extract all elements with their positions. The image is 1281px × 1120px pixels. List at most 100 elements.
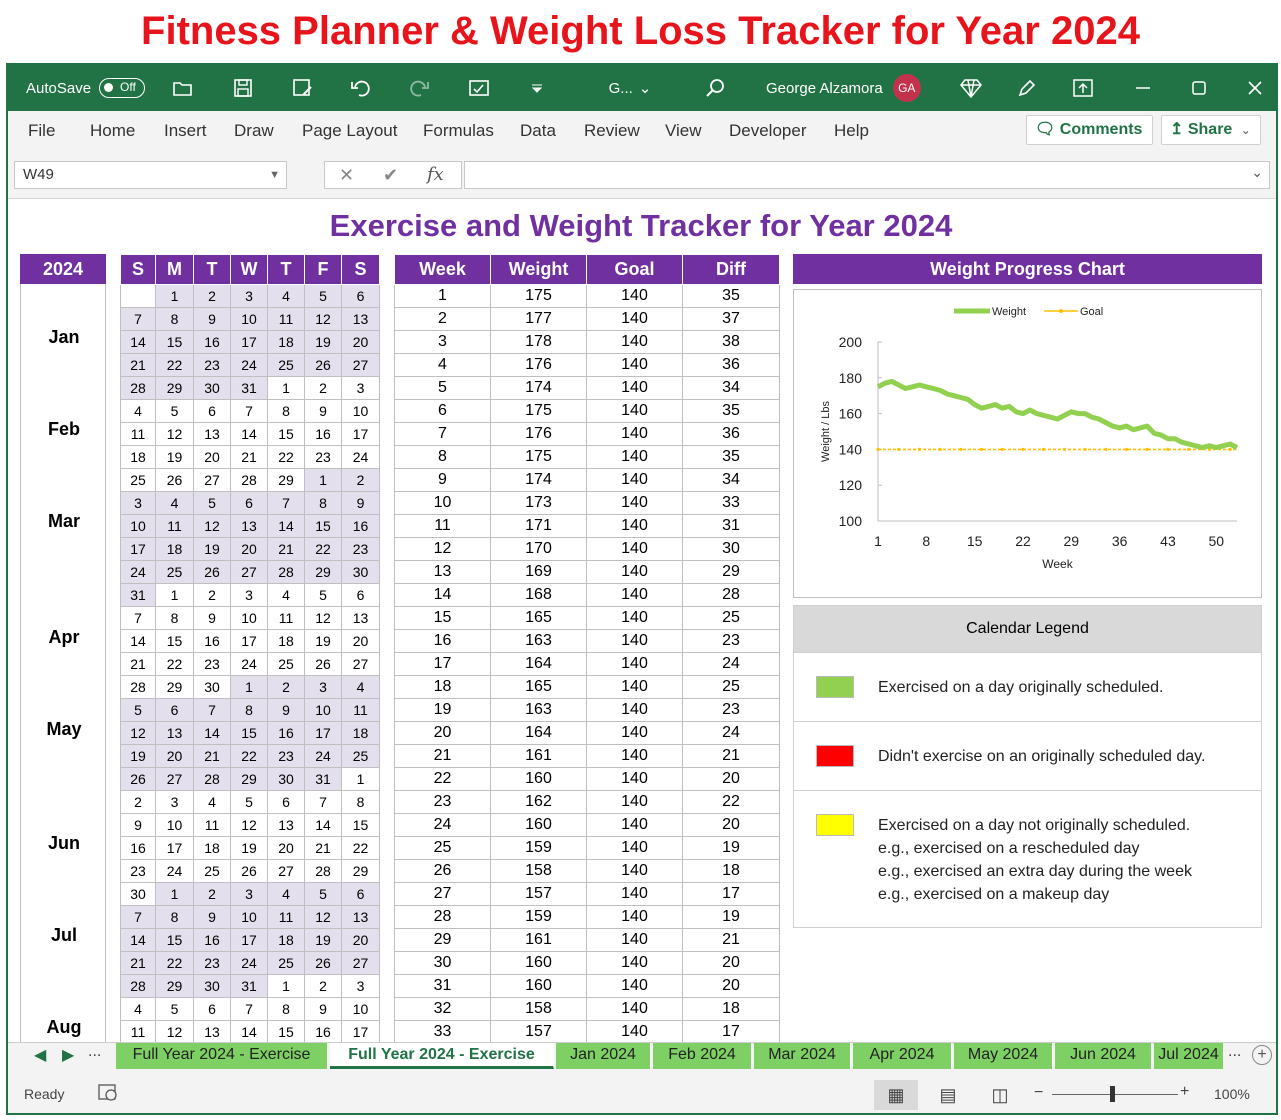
calendar-day[interactable]: 5 [193,491,231,515]
table-cell[interactable]: 173 [490,491,587,515]
table-cell[interactable]: 176 [490,422,587,446]
calendar-day[interactable]: 13 [341,606,380,630]
calendar-day[interactable]: 19 [230,836,268,860]
calendar-day[interactable]: 23 [341,537,380,561]
calendar-day[interactable]: 1 [155,583,194,607]
calendar-day[interactable]: 24 [155,859,194,883]
calendar-day[interactable]: 21 [120,951,156,975]
add-sheet-icon[interactable]: + [1252,1045,1272,1065]
calendar-day[interactable]: 23 [193,353,231,377]
calendar-day[interactable]: 26 [304,951,342,975]
table-cell[interactable]: 22 [682,790,780,814]
calendar-day[interactable]: 18 [267,629,305,653]
calendar-day[interactable]: 20 [230,537,268,561]
calendar-day[interactable]: 19 [193,537,231,561]
open-folder-icon[interactable] [168,65,198,111]
calendar-day[interactable]: 4 [120,997,156,1021]
table-cell[interactable]: 37 [682,307,780,331]
table-cell[interactable]: 140 [586,1020,683,1042]
calendar-day[interactable]: 18 [341,721,380,745]
sheet-tab[interactable]: Mar 2024 [754,1043,851,1069]
table-cell[interactable]: 24 [394,813,491,837]
calendar-day[interactable]: 30 [193,675,231,699]
calendar-day[interactable]: 14 [120,629,156,653]
table-cell[interactable]: 140 [586,399,683,423]
table-cell[interactable]: 178 [490,330,587,354]
table-cell[interactable]: 161 [490,928,587,952]
table-cell[interactable]: 36 [682,422,780,446]
calendar-day[interactable]: 17 [304,721,342,745]
calendar-day[interactable]: 13 [267,813,305,837]
calendar-day[interactable]: 19 [304,330,342,354]
calendar-day[interactable]: 3 [341,376,380,400]
table-cell[interactable]: 2 [394,307,491,331]
calendar-day[interactable]: 9 [193,905,231,929]
menu-review[interactable]: Review [584,121,640,140]
table-cell[interactable]: 34 [682,468,780,492]
table-cell[interactable]: 20 [682,767,780,791]
calendar-day[interactable]: 7 [120,905,156,929]
zoom-out-icon[interactable]: − [1034,1084,1044,1101]
table-cell[interactable]: 140 [586,307,683,331]
pen-icon[interactable] [1012,65,1042,111]
calendar-day[interactable]: 9 [341,491,380,515]
diamond-icon[interactable] [956,65,986,111]
calendar-day[interactable]: 20 [267,836,305,860]
table-cell[interactable]: 3 [394,330,491,354]
table-cell[interactable]: 140 [586,997,683,1021]
calendar-day[interactable]: 10 [230,606,268,630]
calendar-day[interactable]: 16 [193,928,231,952]
table-cell[interactable]: 164 [490,721,587,745]
calendar-day[interactable]: 28 [120,376,156,400]
calendar-day[interactable]: 11 [120,422,156,446]
calendar-day[interactable]: 22 [155,353,194,377]
calendar-day[interactable]: 13 [193,422,231,446]
table-cell[interactable]: 140 [586,675,683,699]
calendar-day[interactable]: 10 [341,399,380,423]
calendar-day[interactable]: 12 [193,514,231,538]
calendar-day[interactable]: 19 [155,445,194,469]
table-cell[interactable]: 177 [490,307,587,331]
table-cell[interactable]: 36 [682,353,780,377]
table-cell[interactable]: 18 [394,675,491,699]
calendar-day[interactable]: 4 [155,491,194,515]
calendar-day[interactable]: 25 [120,468,156,492]
calendar-day[interactable]: 10 [304,698,342,722]
minimize-icon[interactable] [1128,65,1158,111]
calendar-day[interactable]: 5 [304,583,342,607]
table-cell[interactable]: 175 [490,284,587,308]
table-cell[interactable]: 170 [490,537,587,561]
calendar-day[interactable]: 29 [304,560,342,584]
calendar-day[interactable]: 15 [230,721,268,745]
table-cell[interactable]: 23 [682,698,780,722]
calendar-day[interactable]: 25 [267,951,305,975]
table-cell[interactable]: 159 [490,836,587,860]
table-cell[interactable]: 15 [394,606,491,630]
calendar-day[interactable]: 31 [304,767,342,791]
calendar-day[interactable]: 21 [230,445,268,469]
calendar-day[interactable]: 12 [304,606,342,630]
zoom-level[interactable]: 100% [1214,1086,1250,1102]
undo-icon[interactable] [346,65,376,111]
calendar-day[interactable]: 25 [267,652,305,676]
calendar-day[interactable]: 14 [120,928,156,952]
table-cell[interactable]: 164 [490,652,587,676]
calendar-day[interactable]: 11 [267,905,305,929]
table-cell[interactable]: 174 [490,376,587,400]
table-cell[interactable]: 160 [490,813,587,837]
calendar-day[interactable]: 27 [341,951,380,975]
table-cell[interactable]: 140 [586,859,683,883]
calendar-day[interactable]: 22 [155,951,194,975]
table-cell[interactable]: 30 [394,951,491,975]
calendar-day[interactable]: 24 [120,560,156,584]
calendar-day[interactable]: 12 [304,307,342,331]
calendar-day[interactable]: 10 [230,905,268,929]
table-cell[interactable]: 140 [586,721,683,745]
table-cell[interactable]: 20 [682,974,780,998]
cancel-icon[interactable]: ✕ [339,165,355,185]
accessibility-icon[interactable] [98,1082,118,1105]
table-cell[interactable]: 25 [682,675,780,699]
calendar-day[interactable]: 13 [193,1020,231,1042]
calendar-day[interactable]: 11 [267,307,305,331]
calendar-day[interactable]: 1 [304,468,342,492]
